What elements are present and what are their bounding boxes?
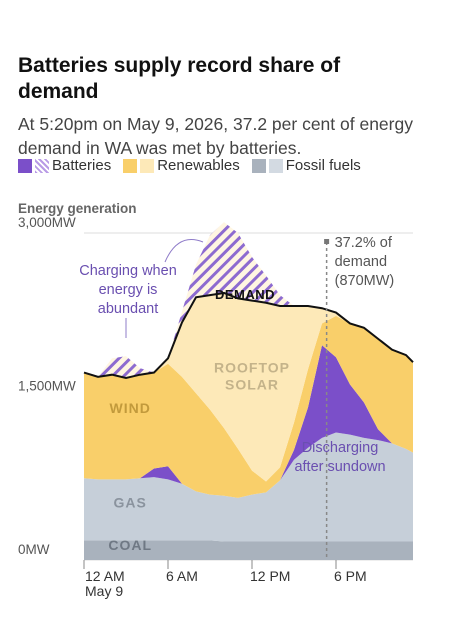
annotation-text: demand <box>335 254 387 270</box>
line-label: DEMAND <box>215 287 275 302</box>
demand-line <box>83 291 414 379</box>
y-tick-label: 0MW <box>18 542 50 557</box>
area <box>84 540 413 560</box>
y-axis-label: Energy generation <box>18 201 137 216</box>
annotation-text: after sundown <box>294 459 385 475</box>
area <box>84 315 413 498</box>
chart-title: Batteries supply record share of demand <box>18 54 341 103</box>
x-tick-label: 12 PM <box>250 568 290 584</box>
x-tick-label: 12 AM <box>85 568 125 584</box>
legend-swatch <box>18 158 32 173</box>
legend-swatch <box>123 158 138 173</box>
legend-swatch <box>268 158 283 173</box>
series-label: ROOFTOP SOLAR <box>214 360 290 393</box>
annotation-text: (870MW) <box>335 273 395 289</box>
y-tick-label: 3,000MW <box>18 215 76 230</box>
y-tick-label: 1,500MW <box>18 379 76 394</box>
legend-label: Fossil fuels <box>285 157 361 174</box>
annotation-text: abundant <box>98 301 158 317</box>
legend-item: Batteries <box>18 157 111 174</box>
series-label: GAS <box>114 495 147 511</box>
legend-label: Renewables <box>157 157 240 174</box>
annotation-curve <box>164 239 204 263</box>
area <box>84 432 413 542</box>
series-label: COAL <box>108 537 152 553</box>
legend-swatch <box>35 158 49 173</box>
x-sublabel: May 9 <box>85 583 123 599</box>
legend-swatch <box>140 158 155 173</box>
area <box>84 222 413 378</box>
annotation-text: energy is <box>99 282 158 298</box>
annotation-text: Discharging <box>302 440 379 456</box>
area <box>84 292 413 482</box>
annotation-text: 37.2% of <box>335 235 393 251</box>
legend-swatch <box>251 158 266 173</box>
legend-label: Batteries <box>52 157 112 174</box>
area <box>84 345 413 498</box>
x-tick-label: 6 PM <box>334 568 367 584</box>
legend-item: Fossil fuels <box>251 157 361 174</box>
chart-subtitle: At 5:20pm on May 9, 2026, 37.2 per cent … <box>18 114 413 158</box>
annotation-text: Charging when <box>79 263 177 279</box>
series-label: WIND <box>110 400 151 416</box>
legend: Batteries Renewables Fossil fuels <box>18 157 361 174</box>
legend-item: Renewables <box>123 157 240 174</box>
marker-dot <box>324 239 330 244</box>
x-tick-label: 6 AM <box>166 568 198 584</box>
